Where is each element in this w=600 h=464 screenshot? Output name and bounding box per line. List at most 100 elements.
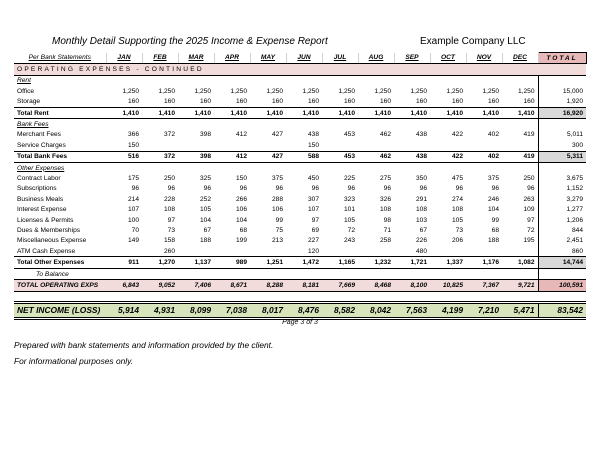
cell: 73 <box>167 226 175 234</box>
cell <box>537 75 586 87</box>
column-header: TOTAL <box>537 51 587 65</box>
column-header: JAN <box>106 52 143 65</box>
cell: 288 <box>271 195 283 203</box>
row-label: To Balance <box>36 270 69 278</box>
cell: 160 <box>271 98 283 106</box>
cell: 8,181 <box>286 279 322 292</box>
cell: 375 <box>271 174 283 182</box>
cell: 98 <box>383 216 391 224</box>
cell: 160 <box>523 98 535 106</box>
table-row: Merchant Fees 366 372 398 412 427 438 453 462 438… <box>14 129 586 141</box>
cell: 68 <box>491 226 499 234</box>
row-label: Service Charges <box>17 141 66 149</box>
table-row: Licenses & Permits 100 97 104 104 99 97 105 98 10… <box>14 214 586 226</box>
cell: 1,250 <box>230 87 247 95</box>
section-row: OPERATING EXPENSES - CONTINUED <box>14 63 586 76</box>
cell: 462 <box>358 150 394 163</box>
row-label: Miscellaneous Expense <box>17 237 87 245</box>
cell: 8,100 <box>394 279 430 292</box>
cell: 8,099 <box>178 300 214 320</box>
cell: 398 <box>199 131 211 139</box>
cell: 1,920 <box>537 96 586 108</box>
cell <box>322 246 358 257</box>
cell: 1,250 <box>302 87 319 95</box>
row-label: ATM Cash Expense <box>17 247 76 255</box>
cell: 67 <box>419 226 427 234</box>
cell: 226 <box>415 237 427 245</box>
cell: 402 <box>487 131 499 139</box>
cell: 160 <box>307 98 319 106</box>
row-label: Dues & Memberships <box>17 226 81 234</box>
cell: 67 <box>203 226 211 234</box>
cell: 188 <box>199 237 211 245</box>
cell: 1,410 <box>106 106 142 120</box>
cell: 160 <box>451 98 463 106</box>
table-row: ATM Cash Expense 260 120 480 860 <box>14 246 586 257</box>
cell: 107 <box>307 206 319 214</box>
cell: 438 <box>307 131 319 139</box>
cell <box>502 140 538 151</box>
cell: 6,843 <box>106 279 142 292</box>
cell: 453 <box>322 150 358 163</box>
table-row: Contract Labor 175 250 325 150 375 450 225 275 35… <box>14 173 586 184</box>
cell <box>466 140 502 151</box>
cell: 7,038 <box>214 300 250 320</box>
cell: 4,931 <box>142 300 178 320</box>
cell: 106 <box>235 206 247 214</box>
cell <box>178 246 214 257</box>
cell: 1,250 <box>446 87 463 95</box>
table-body: OPERATING EXPENSES - CONTINUED Rent Offic… <box>14 63 586 320</box>
cell <box>430 140 466 151</box>
cell: 69 <box>311 226 319 234</box>
cell: 398 <box>178 150 214 163</box>
cell: 258 <box>379 237 391 245</box>
cell: 96 <box>527 185 535 193</box>
column-header: APR <box>214 52 251 65</box>
cell: 2,451 <box>537 235 586 247</box>
cell: 105 <box>199 206 211 214</box>
cell: 250 <box>523 174 535 182</box>
cell: 462 <box>379 131 391 139</box>
cell <box>142 140 178 151</box>
cell: 106 <box>271 206 283 214</box>
cell: 375 <box>487 174 499 182</box>
cell: 160 <box>487 98 499 106</box>
cell: 149 <box>127 237 139 245</box>
cell <box>358 246 394 257</box>
cell: 1,410 <box>250 106 286 120</box>
cell: 160 <box>163 98 175 106</box>
cell: 1,251 <box>250 256 286 269</box>
cell <box>178 140 214 151</box>
cell <box>358 140 394 151</box>
row-label: Other Expenses <box>17 164 65 172</box>
cell: 96 <box>347 185 355 193</box>
table-row: Business Meals 214 228 252 266 288 307 323 326 29… <box>14 194 586 205</box>
cell: 160 <box>343 98 355 106</box>
cell: 107 <box>127 206 139 214</box>
row-label: Office <box>17 87 35 95</box>
table-row: Office 1,250 1,250 1,250 1,250 1,250 1,250 1,25… <box>14 86 586 97</box>
cell: 108 <box>163 206 175 214</box>
table-row: NET INCOME (LOSS) 5,914 4,931 8,099 7,038 8,0… <box>14 300 586 320</box>
cell: 307 <box>307 195 319 203</box>
row-label: Total Rent <box>14 106 106 120</box>
cell: 108 <box>379 206 391 214</box>
company-name: Example Company LLC <box>420 36 526 47</box>
cell: 588 <box>286 150 322 163</box>
cell: 96 <box>455 185 463 193</box>
cell: 71 <box>383 226 391 234</box>
cell: 1,410 <box>358 106 394 120</box>
cell: 1,337 <box>430 256 466 269</box>
cell: 1,472 <box>286 256 322 269</box>
column-header: MAY <box>250 52 287 65</box>
cell: 1,721 <box>394 256 430 269</box>
cell <box>537 162 586 174</box>
cell: 104 <box>235 216 247 224</box>
column-header: JUL <box>322 52 359 65</box>
table-row: TOTAL OPERATING EXPS 6,843 9,052 7,406 8,671… <box>14 279 586 292</box>
cell: 1,410 <box>430 106 466 120</box>
row-label: Bank Fees <box>17 121 49 129</box>
cell: 206 <box>451 237 463 245</box>
cell: 195 <box>523 237 535 245</box>
cell: 16,920 <box>537 106 586 120</box>
